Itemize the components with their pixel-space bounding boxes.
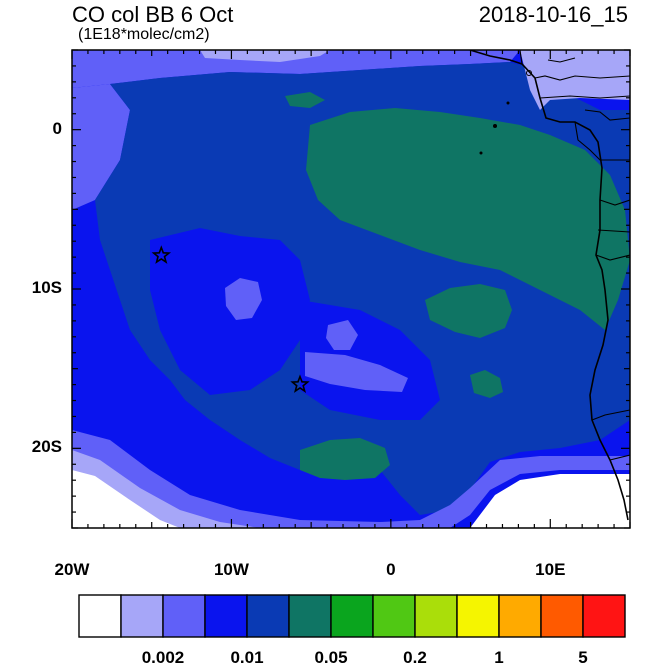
station-star-2-icon (290, 374, 310, 393)
x-tick-label: 10W (213, 560, 249, 579)
x-tick-label: 20W (54, 560, 90, 579)
station-markers (151, 245, 310, 393)
colorbar-box (498, 594, 542, 638)
timestamp-label: 2018-10-16_15 (478, 2, 628, 27)
field-south-white (72, 470, 630, 528)
colorbar-box (414, 594, 458, 638)
colorbar-label: 0.01 (230, 648, 264, 667)
colorbar-box (372, 594, 416, 638)
colorbar-box (330, 594, 374, 638)
colorbar-label: 5 (578, 648, 588, 667)
x-tick-label: 0 (386, 560, 396, 579)
field-green-east-blob (425, 284, 512, 338)
field-south-light (72, 430, 630, 528)
colorbar-label: 0.05 (314, 648, 348, 667)
x-tick-label: 10E (535, 560, 566, 579)
map-field (72, 50, 630, 528)
colorbar-box (204, 594, 248, 638)
field-land-gulf-guinea (520, 50, 630, 110)
field-lavender-1 (225, 278, 262, 320)
colorbar (78, 594, 626, 638)
field-top-band (72, 50, 520, 88)
field-top-light (200, 50, 330, 62)
island-1 (493, 124, 497, 128)
field-west-band (72, 84, 130, 210)
colorbar-box (288, 594, 332, 638)
island-2 (506, 101, 510, 105)
colorbar-box (456, 594, 500, 638)
colorbar-box (78, 594, 122, 638)
field-green-south-blob (470, 370, 503, 398)
country-borders (519, 50, 630, 461)
colorbar-label: 1 (494, 648, 504, 667)
colorbar-label: 0.2 (403, 648, 427, 667)
field-lavender-2 (326, 320, 358, 350)
axis-ticks (71, 49, 631, 529)
y-tick-label: 0 (52, 118, 62, 138)
colorbar-box (162, 594, 206, 638)
field-green-north (285, 92, 325, 108)
field-lavender-3 (305, 352, 408, 392)
field-green-main (306, 108, 630, 330)
colorbar-label: 0.002 (141, 648, 185, 667)
colorbar-box (540, 594, 584, 638)
units-label: (1E18*molec/cm2) (78, 26, 210, 43)
y-tick-label: 10S (31, 278, 62, 297)
field-green-south (300, 438, 390, 480)
colorbar-box (120, 594, 164, 638)
island-4 (526, 70, 532, 76)
colorbar-box (246, 594, 290, 638)
island-3 (479, 151, 483, 155)
station-star-1-icon (151, 245, 172, 264)
colorbar-box (582, 594, 626, 638)
y-tick-label: 20S (31, 437, 62, 457)
map-title: CO col BB 6 Oct (72, 2, 234, 27)
